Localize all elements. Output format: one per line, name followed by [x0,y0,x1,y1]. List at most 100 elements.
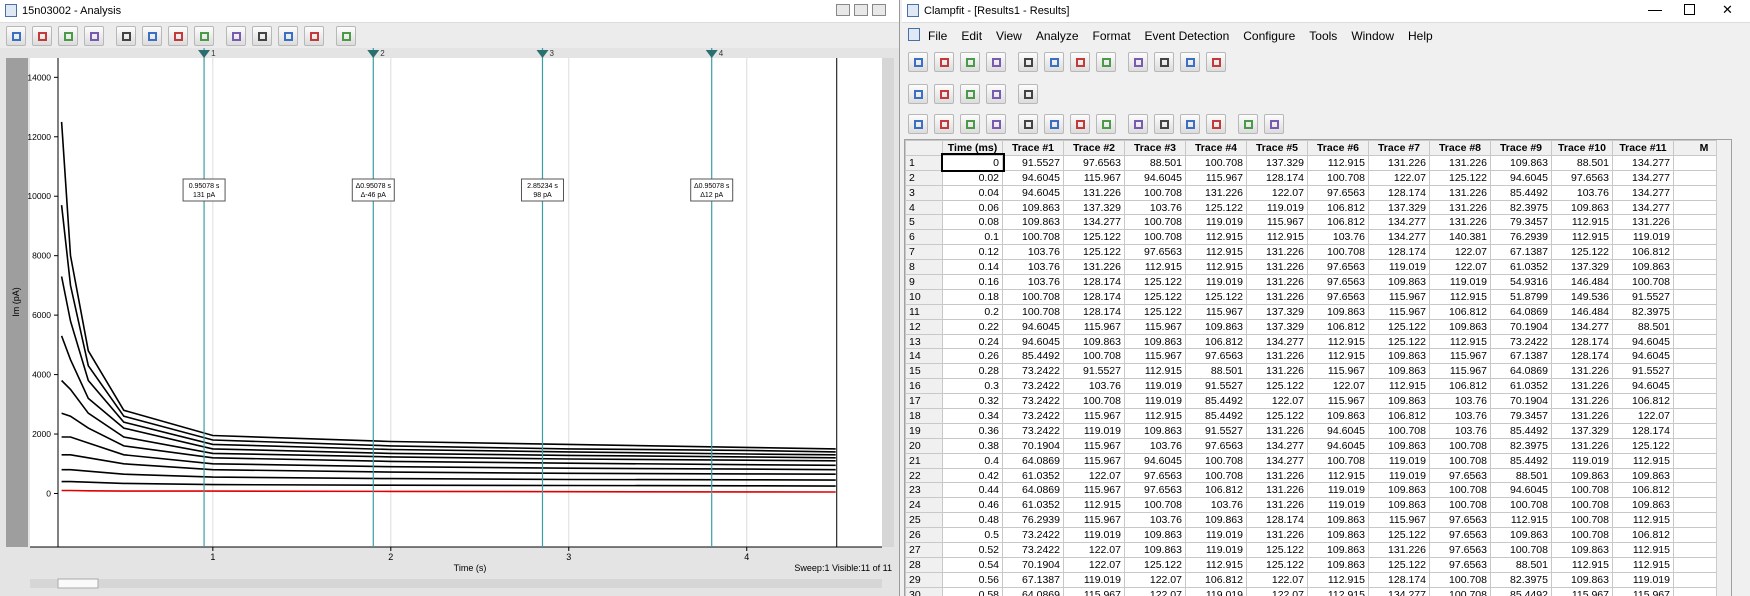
table-cell[interactable]: 94.6045 [1124,452,1186,469]
table-cell[interactable]: 115.967 [1307,393,1369,410]
table-cell[interactable]: 94.6045 [1002,318,1064,335]
table-cell[interactable]: 109.863 [1307,527,1369,544]
restore-button[interactable] [854,4,868,16]
table-cell[interactable]: 131.226 [1551,408,1613,424]
table-cell[interactable]: 103.76 [1429,422,1491,439]
toolbar-button[interactable] [986,52,1006,72]
table-cell[interactable]: 112.915 [1185,229,1247,246]
table-cell[interactable]: 109.863 [1612,497,1674,514]
table-cell[interactable]: 73.2422 [1490,333,1552,350]
toolbar-button[interactable] [1206,52,1226,72]
table-cell[interactable]: 122.07 [1246,184,1308,201]
table-cell[interactable]: 112.915 [1063,497,1125,514]
table-cell[interactable]: 119.019 [1185,586,1247,596]
table-cell[interactable]: 125.122 [1063,229,1125,246]
table-cell[interactable]: 76.2939 [1002,512,1064,529]
table-cell[interactable]: 131.226 [1612,214,1674,231]
table-cell[interactable]: 125.122 [1368,527,1430,544]
table-cell[interactable]: 88.501 [1612,318,1674,335]
table-cell[interactable]: 97.6563 [1185,437,1247,454]
toolbar-button[interactable] [194,26,214,46]
table-cell[interactable]: 125.122 [1063,244,1125,261]
table-cell[interactable]: 112.915 [1307,571,1369,588]
menu-item[interactable]: Event Detection [1144,29,1230,43]
toolbar-button[interactable] [986,84,1006,104]
table-cell[interactable]: 134.277 [1368,229,1430,246]
table-cell[interactable]: 106.812 [1368,408,1430,424]
table-cell[interactable]: 94.6045 [1002,333,1064,350]
table-cell[interactable]: 97.6563 [1307,259,1369,276]
table-cell[interactable]: 109.863 [1307,556,1369,573]
table-cell[interactable]: 91.5527 [1185,378,1247,395]
table-cell[interactable]: 109.863 [1368,393,1430,410]
table-cell[interactable]: 100.708 [1551,527,1613,544]
table-cell[interactable]: 0.52 [942,542,1003,558]
toolbar-button[interactable] [1238,114,1258,134]
table-cell[interactable]: 70.1904 [1002,556,1064,573]
table-cell[interactable]: 119.019 [1185,527,1247,544]
table-cell[interactable]: 128.174 [1063,288,1125,305]
table-cell[interactable]: 131.226 [1246,244,1308,261]
table-cell[interactable]: 94.6045 [1002,169,1064,186]
table-cell[interactable]: 134.277 [1612,154,1674,171]
table-cell[interactable]: 100.708 [1429,437,1491,454]
table-cell[interactable]: 112.915 [1307,467,1369,484]
table-cell[interactable]: 109.863 [1124,542,1186,558]
table-cell[interactable]: 134.277 [1063,214,1125,231]
table-cell[interactable]: 0.48 [942,512,1003,529]
table-cell[interactable]: 82.3975 [1490,199,1552,216]
table-cell[interactable]: 88.501 [1490,556,1552,573]
table-cell[interactable]: 131.226 [1368,542,1430,558]
toolbar-button[interactable] [116,26,136,46]
table-cell[interactable]: 134.277 [1368,214,1430,231]
toolbar-button[interactable] [1264,114,1284,134]
table-cell[interactable]: 112.915 [1551,229,1613,246]
table-cell[interactable]: 79.3457 [1490,214,1552,231]
toolbar-button[interactable] [168,26,188,46]
table-cell[interactable]: 125.122 [1246,378,1308,395]
table-cell[interactable]: 85.4492 [1490,452,1552,469]
table-cell[interactable]: 0.12 [942,244,1003,261]
table-cell[interactable]: 106.812 [1307,318,1369,335]
table-cell[interactable]: 94.6045 [1612,333,1674,350]
table-cell[interactable]: 131.226 [1063,184,1125,201]
table-cell[interactable]: 119.019 [1124,393,1186,410]
toolbar-button[interactable] [336,26,356,46]
table-cell[interactable]: 100.708 [1612,274,1674,290]
toolbar-button[interactable] [32,26,52,46]
close-button[interactable]: ✕ [1722,2,1733,17]
table-cell[interactable]: 0.24 [942,333,1003,350]
table-cell[interactable]: 112.915 [1124,408,1186,424]
table-cell[interactable]: 146.484 [1551,303,1613,320]
table-cell[interactable]: 106.812 [1185,482,1247,499]
table-cell[interactable]: 119.019 [1124,378,1186,395]
table-cell[interactable]: 109.863 [1185,318,1247,335]
table-cell[interactable]: 100.708 [1429,497,1491,514]
table-cell[interactable]: 109.863 [1551,571,1613,588]
table-cell[interactable]: 100.708 [1429,482,1491,499]
table-cell[interactable]: 94.6045 [1612,378,1674,395]
table-cell[interactable]: 115.967 [1551,586,1613,596]
table-cell[interactable]: 94.6045 [1307,422,1369,439]
menu-item[interactable]: Analyze [1035,29,1079,43]
table-cell[interactable]: 128.174 [1551,348,1613,365]
table-cell[interactable]: 0.32 [942,393,1003,410]
table-cell[interactable]: 109.863 [1368,363,1430,380]
table-cell[interactable]: 128.174 [1063,274,1125,290]
table-cell[interactable] [1673,586,1731,596]
column-header[interactable]: Trace #2 [1063,140,1125,156]
table-cell[interactable]: 122.07 [1368,169,1430,186]
table-cell[interactable]: 122.07 [1124,586,1186,596]
table-cell[interactable]: 115.967 [1063,452,1125,469]
table-cell[interactable]: 125.122 [1124,274,1186,290]
table-cell[interactable]: 109.863 [1368,497,1430,514]
table-cell[interactable]: 106.812 [1185,571,1247,588]
table-cell[interactable]: 112.915 [1246,229,1308,246]
table-cell[interactable]: 73.2422 [1002,527,1064,544]
table-cell[interactable]: 100.708 [1002,303,1064,320]
table-cell[interactable]: 0.42 [942,467,1003,484]
table-cell[interactable]: 131.226 [1246,497,1308,514]
table-cell[interactable]: 115.967 [1307,363,1369,380]
table-cell[interactable]: 100.708 [1429,586,1491,596]
table-cell[interactable]: 100.708 [1185,154,1247,171]
